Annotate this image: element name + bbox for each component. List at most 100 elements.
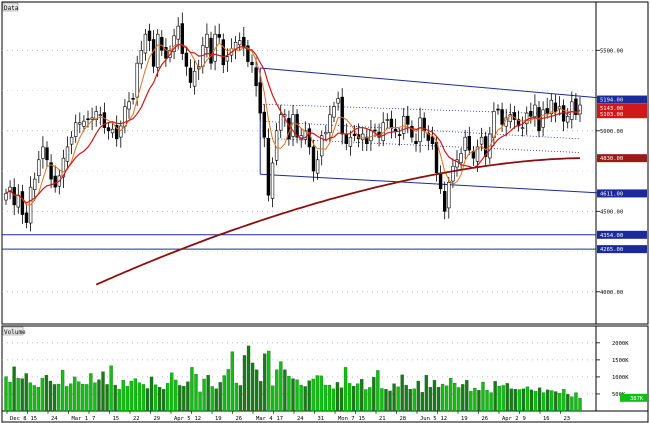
volume-bar <box>182 385 186 412</box>
candle-body <box>143 33 148 54</box>
volume-flag <box>620 393 648 402</box>
candle-body <box>262 111 266 138</box>
volume-bar <box>170 372 174 412</box>
candle-body <box>570 101 574 120</box>
candle-body <box>483 136 488 157</box>
volume-bar <box>497 385 501 412</box>
price-flag <box>597 95 647 104</box>
volume-bar <box>578 397 582 412</box>
candle-body <box>4 193 8 201</box>
candle-body <box>160 36 164 51</box>
x-tick-label: 15 <box>31 416 38 422</box>
price-flag-label: 4354.00 <box>600 233 623 239</box>
volume-bar <box>416 380 420 412</box>
candle-body <box>266 138 271 196</box>
volume-bar <box>396 386 400 412</box>
volume-bar <box>202 378 206 412</box>
volume-bar <box>230 351 235 412</box>
volume-bar <box>291 378 295 412</box>
volume-bar <box>444 385 449 412</box>
volume-bar <box>489 392 493 412</box>
candle-body <box>533 104 537 117</box>
candle-body <box>94 111 98 120</box>
volume-bar <box>145 388 150 412</box>
candle-body <box>221 39 225 66</box>
x-tick-label: 23 <box>564 416 571 422</box>
volume-bar <box>295 379 299 412</box>
volume-bar <box>307 380 311 412</box>
volume-bar <box>481 381 485 412</box>
candle-body <box>529 111 533 117</box>
volume-bar <box>550 390 554 412</box>
candle-body <box>61 157 66 178</box>
candle-body <box>549 99 554 115</box>
volume-bar <box>129 380 133 412</box>
channel-upper-line <box>260 67 609 100</box>
candle-body <box>258 82 262 114</box>
volume-bar <box>319 375 323 412</box>
volume-bar <box>335 382 340 412</box>
x-tick-label: 24 <box>297 416 304 422</box>
volume-bar <box>537 387 542 412</box>
candle-body <box>156 33 160 68</box>
price-axis-panel <box>595 1 649 325</box>
price-flag <box>597 245 647 254</box>
volume-bar <box>44 375 49 412</box>
candle-body <box>53 175 57 188</box>
candle-body <box>86 118 90 121</box>
volume-bar <box>73 376 77 412</box>
volume-bar <box>218 382 222 412</box>
candle-body <box>37 159 41 177</box>
candle-body <box>389 118 394 128</box>
ma-fast-line <box>5 42 581 206</box>
x-tick-label: 22 <box>133 416 140 422</box>
candle-body <box>250 62 254 66</box>
candle-body <box>442 191 447 212</box>
candle-body <box>463 136 467 151</box>
volume-tick-label: 500K <box>612 392 626 398</box>
volume-bar <box>125 385 129 412</box>
volume-bar <box>388 390 392 412</box>
price-flag <box>597 189 647 198</box>
volume-bar <box>81 383 85 412</box>
volume-bar <box>493 381 497 412</box>
candle-body <box>324 132 328 135</box>
price-tick-label: 5000.00 <box>600 129 623 135</box>
volume-bar <box>109 365 113 412</box>
volume-bar <box>408 389 412 412</box>
x-tick-label: Dec 8 <box>10 416 27 422</box>
candle-body <box>65 146 70 162</box>
volume-bar <box>259 381 263 412</box>
candle-body <box>352 133 357 136</box>
volume-bar <box>412 388 416 412</box>
volume-bar <box>424 375 429 412</box>
price-flag <box>597 154 647 163</box>
volume-bar <box>133 378 138 412</box>
candle-body <box>336 98 340 104</box>
volume-bar <box>275 369 279 412</box>
volume-bar <box>566 394 570 412</box>
x-tick-label: 15 <box>359 416 366 422</box>
candle-body <box>340 96 344 135</box>
volume-bar <box>69 383 73 412</box>
volume-bar <box>117 389 121 412</box>
volume-tick-label: 1000K <box>612 375 629 381</box>
candle-body <box>393 128 398 132</box>
candle-body <box>553 102 558 112</box>
volume-bar <box>36 386 40 412</box>
volume-bar <box>16 378 20 412</box>
volume-bar <box>246 345 251 412</box>
volume-bar <box>473 388 477 412</box>
volume-bar <box>477 390 481 412</box>
candle-body <box>578 104 582 115</box>
candle-body <box>434 141 439 173</box>
candle-body <box>512 112 517 120</box>
volume-bar <box>101 371 105 412</box>
x-tick-label: Mon 7 <box>338 416 355 422</box>
candle-body <box>365 136 369 144</box>
volume-bar <box>376 370 380 412</box>
candle-body <box>24 212 29 223</box>
price-flag-label: 5143.00 <box>600 106 623 112</box>
volume-bar <box>428 386 433 412</box>
